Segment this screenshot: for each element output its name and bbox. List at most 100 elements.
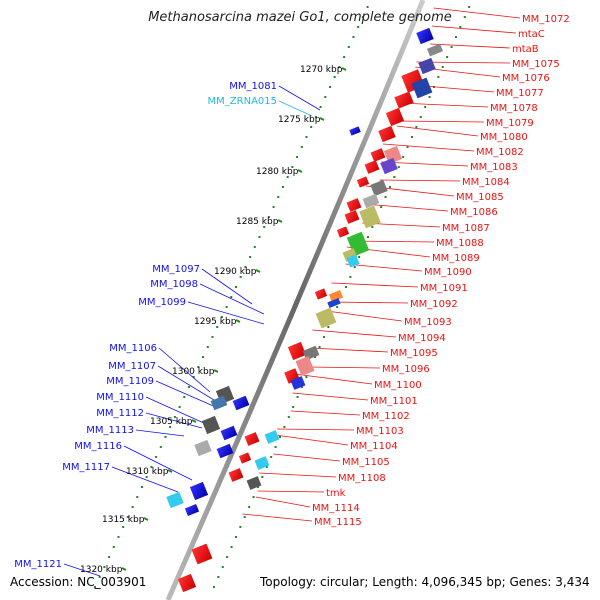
gene-label-right[interactable]: MM_1104 bbox=[350, 441, 398, 452]
gene-label-right[interactable]: MM_1085 bbox=[456, 192, 504, 203]
gene-label-right[interactable]: MM_1093 bbox=[404, 317, 452, 328]
gene-label-right[interactable]: MM_1087 bbox=[442, 223, 490, 234]
gene-label-right[interactable]: MM_1090 bbox=[424, 267, 472, 278]
gene-label-left[interactable]: MM_1097 bbox=[152, 264, 200, 275]
gene-feature[interactable] bbox=[362, 193, 380, 209]
gene-feature[interactable] bbox=[314, 288, 328, 300]
gene-label-right[interactable]: MM_1089 bbox=[432, 253, 480, 264]
gene-feature[interactable] bbox=[191, 543, 213, 565]
gene-feature[interactable] bbox=[380, 157, 398, 175]
gene-feature[interactable] bbox=[346, 254, 360, 268]
gene-label-left[interactable]: MM_1117 bbox=[62, 462, 110, 473]
gene-label-right[interactable]: MM_1096 bbox=[382, 364, 430, 375]
track-dot bbox=[140, 486, 143, 488]
gene-feature[interactable] bbox=[364, 160, 380, 174]
gene-label-left[interactable]: MM_1121 bbox=[14, 559, 62, 570]
gene-label-left[interactable]: MM_1107 bbox=[108, 361, 156, 372]
gene-label-left[interactable]: MM_1113 bbox=[86, 425, 134, 436]
scale-tick bbox=[297, 169, 303, 173]
gene-label-right[interactable]: MM_1103 bbox=[356, 426, 404, 437]
gene-feature[interactable] bbox=[346, 198, 362, 212]
gene-feature[interactable] bbox=[370, 148, 386, 162]
gene-label-right[interactable]: tmk bbox=[326, 488, 346, 499]
gene-label-right[interactable]: MM_1076 bbox=[502, 73, 550, 84]
gene-feature[interactable] bbox=[418, 57, 436, 75]
gene-label-right[interactable]: MM_1088 bbox=[436, 238, 484, 249]
gene-label-right[interactable]: MM_1102 bbox=[362, 411, 410, 422]
track-dot bbox=[277, 196, 280, 198]
gene-label-right[interactable]: MM_1091 bbox=[420, 283, 468, 294]
gene-label-right[interactable]: MM_1094 bbox=[398, 333, 446, 344]
gene-label-right[interactable]: MM_1101 bbox=[370, 396, 418, 407]
gene-label-right[interactable]: mtaB bbox=[512, 44, 539, 55]
gene-label-right[interactable]: MM_1079 bbox=[486, 118, 534, 129]
gene-feature[interactable] bbox=[254, 456, 270, 470]
gene-label-right[interactable]: MM_1082 bbox=[476, 147, 524, 158]
gene-label-right[interactable]: mtaC bbox=[518, 29, 545, 40]
gene-label-left[interactable]: MM_1112 bbox=[96, 408, 144, 419]
gene-feature[interactable] bbox=[378, 125, 396, 143]
leader-line bbox=[399, 102, 489, 108]
leader-line bbox=[158, 347, 211, 393]
gene-feature[interactable] bbox=[336, 226, 350, 238]
gene-label-right[interactable]: MM_1072 bbox=[522, 14, 570, 25]
gene-feature[interactable] bbox=[427, 43, 443, 57]
gene-label-right[interactable]: MM_1077 bbox=[496, 88, 544, 99]
gene-label-left[interactable]: MM_1110 bbox=[96, 392, 144, 403]
gene-feature[interactable] bbox=[177, 573, 197, 593]
gene-feature[interactable] bbox=[232, 395, 250, 411]
gene-label-left[interactable]: MM_1106 bbox=[109, 343, 157, 354]
gene-feature[interactable] bbox=[344, 210, 360, 224]
gene-feature[interactable] bbox=[411, 77, 433, 99]
gene-feature[interactable] bbox=[394, 91, 414, 109]
gene-feature[interactable] bbox=[244, 432, 260, 446]
scale-labels: 1270 kbp 1275 kbp 1280 kbp 1285 kbp 1290 kbp… bbox=[80, 65, 343, 575]
gene-feature[interactable] bbox=[290, 376, 306, 390]
gene-feature[interactable] bbox=[216, 443, 234, 459]
gene-label-right[interactable]: MM_1080 bbox=[480, 132, 528, 143]
gene-label-right[interactable]: MM_1115 bbox=[314, 517, 362, 528]
gene-feature[interactable] bbox=[349, 126, 361, 136]
gene-feature[interactable] bbox=[210, 395, 228, 411]
gene-feature[interactable] bbox=[287, 341, 307, 361]
gene-label-right[interactable]: MM_1095 bbox=[390, 348, 438, 359]
gene-label-left[interactable]: MM_1081 bbox=[229, 81, 277, 92]
gene-feature[interactable] bbox=[189, 481, 209, 501]
track-dot bbox=[358, 256, 361, 258]
gene-label-left[interactable]: MM_ZRNA015 bbox=[208, 96, 277, 107]
gene-label-right[interactable]: MM_1078 bbox=[490, 103, 538, 114]
gene-feature[interactable] bbox=[264, 430, 280, 444]
gene-label-right[interactable]: MM_1084 bbox=[462, 177, 510, 188]
gene-feature[interactable] bbox=[184, 504, 200, 516]
gene-feature[interactable] bbox=[194, 439, 212, 457]
gene-feature[interactable] bbox=[328, 290, 344, 302]
gene-feature[interactable] bbox=[370, 179, 388, 197]
gene-label-right[interactable]: MM_1108 bbox=[338, 473, 386, 484]
gene-feature[interactable] bbox=[295, 355, 315, 377]
gene-feature[interactable] bbox=[246, 476, 262, 490]
gene-feature[interactable] bbox=[228, 468, 244, 482]
gene-label-left[interactable]: MM_1098 bbox=[150, 279, 198, 290]
gene-feature[interactable] bbox=[416, 27, 434, 45]
gene-label-right[interactable]: MM_1092 bbox=[410, 299, 458, 310]
gene-feature[interactable] bbox=[356, 176, 370, 188]
gene-label-left[interactable]: MM_1109 bbox=[106, 376, 154, 387]
gene-feature[interactable] bbox=[302, 345, 320, 361]
gene-feature[interactable] bbox=[383, 145, 403, 165]
gene-label-right[interactable]: MM_1075 bbox=[512, 59, 560, 70]
gene-feature[interactable] bbox=[385, 107, 405, 127]
gene-feature[interactable] bbox=[166, 491, 184, 509]
gene-feature[interactable] bbox=[220, 425, 238, 441]
gene-label-right[interactable]: MM_1100 bbox=[374, 380, 422, 391]
gene-label-right[interactable]: MM_1086 bbox=[450, 207, 498, 218]
gene-label-right[interactable]: MM_1114 bbox=[312, 503, 360, 514]
gene-feature[interactable] bbox=[201, 415, 221, 435]
gene-feature[interactable] bbox=[359, 205, 381, 229]
gene-label-right[interactable]: MM_1083 bbox=[470, 162, 518, 173]
gene-label-right[interactable]: MM_1105 bbox=[342, 457, 390, 468]
gene-feature[interactable] bbox=[238, 452, 252, 464]
gene-feature[interactable] bbox=[327, 297, 341, 309]
gene-label-left[interactable]: MM_1116 bbox=[74, 441, 122, 452]
gene-feature[interactable] bbox=[315, 307, 337, 329]
gene-label-left[interactable]: MM_1099 bbox=[138, 297, 186, 308]
